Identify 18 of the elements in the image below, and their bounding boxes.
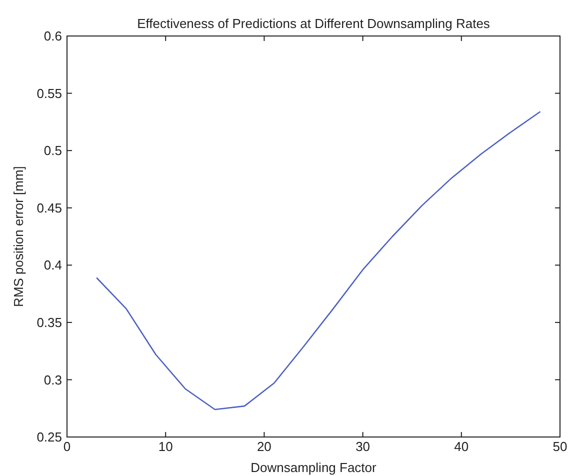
x-tick-label: 0 <box>63 439 71 454</box>
y-tick-label: 0.5 <box>44 143 62 158</box>
x-tick-label: 10 <box>158 439 173 454</box>
y-tick-label: 0.45 <box>36 200 62 216</box>
x-tick-label: 50 <box>552 439 568 454</box>
x-tick-label: 30 <box>356 439 370 454</box>
x-axis-title: Downsampling Factor <box>250 460 378 475</box>
y-tick-label: 0.3 <box>44 372 62 388</box>
chart-title: Effectiveness of Predictions at Different Downsampling Rates <box>137 16 490 31</box>
y-tick-label: 0.55 <box>36 86 62 101</box>
x-tick-label: 20 <box>256 439 272 454</box>
line-series <box>96 110 541 410</box>
y-tick-label: 0.4 <box>44 258 62 273</box>
x-tick-label: 40 <box>454 439 469 454</box>
y-tick-label: 0.6 <box>44 28 62 44</box>
y-tick-label: 0.35 <box>36 314 62 330</box>
y-tick-label: 0.25 <box>36 430 62 445</box>
y-axis-title: RMS position error [mm] <box>11 166 26 307</box>
